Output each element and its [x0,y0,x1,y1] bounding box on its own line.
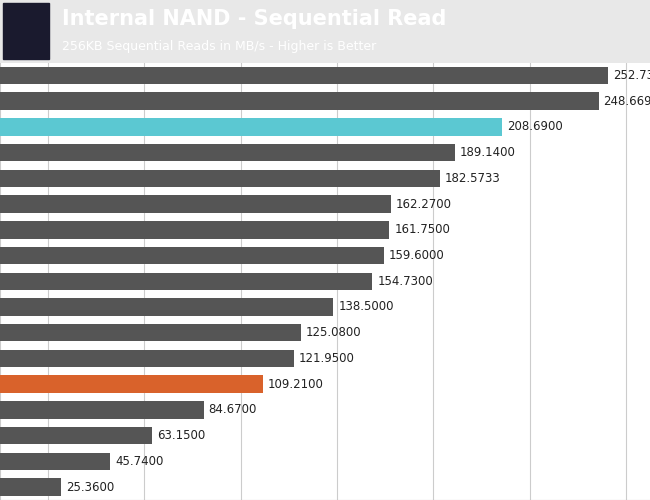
Text: 162.2700: 162.2700 [395,198,452,210]
Bar [0,272,372,290]
Bar [0,196,391,213]
Text: 84.6700: 84.6700 [209,404,257,416]
Bar [0,478,61,496]
Text: 109.2100: 109.2100 [268,378,324,390]
Bar [3,3,49,59]
Bar [0,376,263,393]
Bar [0,298,333,316]
Text: 45.7400: 45.7400 [115,455,163,468]
Bar [0,350,294,367]
Bar [0,324,301,342]
Bar [0,170,439,187]
Text: 208.6900: 208.6900 [507,120,563,134]
Text: 189.1400: 189.1400 [460,146,516,159]
Text: 256KB Sequential Reads in MB/s - Higher is Better: 256KB Sequential Reads in MB/s - Higher … [62,40,376,54]
Bar [0,144,456,162]
Text: 248.6692: 248.6692 [603,94,650,108]
Text: 252.7367: 252.7367 [613,69,650,82]
Bar [0,247,384,264]
Bar [0,401,204,418]
Bar [0,118,502,136]
Bar [0,221,389,238]
Text: 159.6000: 159.6000 [389,249,445,262]
Text: 25.3600: 25.3600 [66,480,114,494]
Text: 138.5000: 138.5000 [338,300,394,314]
Text: 182.5733: 182.5733 [445,172,500,185]
Bar [0,452,110,470]
Text: 125.0800: 125.0800 [306,326,361,339]
Bar [0,427,152,444]
Bar [0,92,599,110]
Text: 161.7500: 161.7500 [394,224,450,236]
Bar [0,66,608,84]
Text: Internal NAND - Sequential Read: Internal NAND - Sequential Read [62,8,446,28]
Text: 154.7300: 154.7300 [377,275,433,288]
Text: 63.1500: 63.1500 [157,429,205,442]
Text: 121.9500: 121.9500 [298,352,354,365]
